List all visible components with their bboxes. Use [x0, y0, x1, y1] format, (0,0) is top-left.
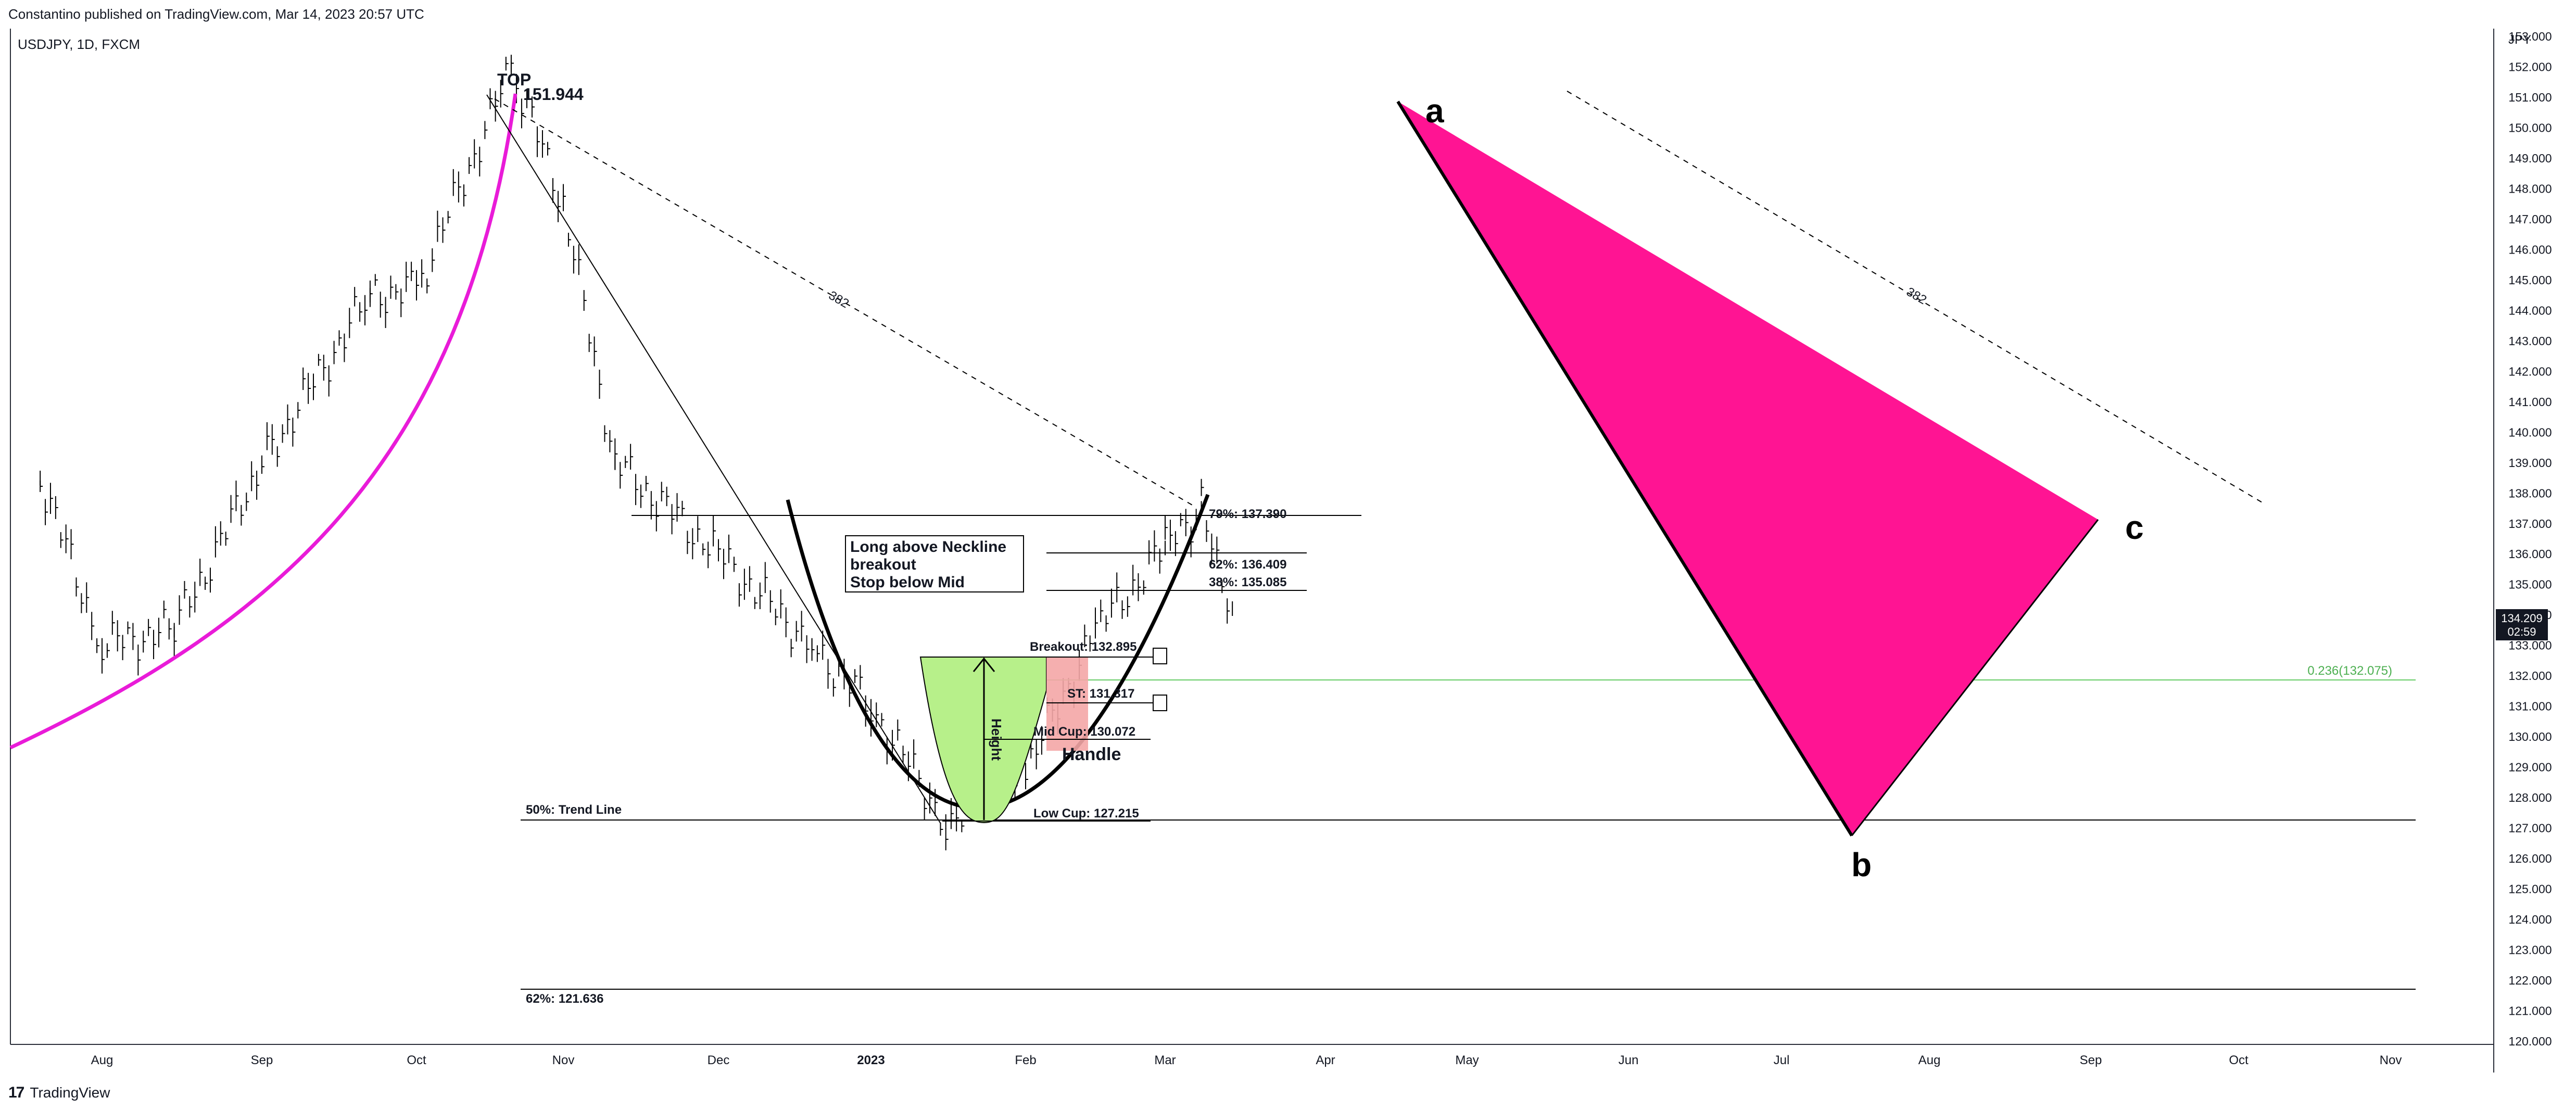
breakout-marker [1153, 648, 1167, 664]
y-tick-label: 133.000 [2508, 639, 2552, 652]
y-tick-label: 147.000 [2508, 212, 2552, 226]
symbol-label: USDJPY, 1D, FXCM [18, 36, 141, 52]
y-tick-label: 150.000 [2508, 121, 2552, 134]
y-tick-label: 140.000 [2508, 425, 2552, 439]
y-tick-label: 131.000 [2508, 700, 2552, 713]
abc-leg-bc [1851, 519, 2099, 836]
stop-marker [1153, 695, 1167, 711]
y-tick-label: 143.000 [2508, 334, 2552, 348]
x-tick-label: Mar [1154, 1053, 1176, 1067]
y-tick-label: 148.000 [2508, 182, 2552, 195]
y-tick-label: 127.000 [2508, 822, 2552, 835]
trade-note-line-3: Stop below Mid [850, 574, 965, 591]
y-tick-label: 129.000 [2508, 761, 2552, 774]
fib-0236-label: 0.236(132.075) [2307, 664, 2392, 678]
y-tick-label: 137.000 [2508, 517, 2552, 531]
x-tick-label: May [1455, 1053, 1479, 1067]
y-tick-label: 145.000 [2508, 273, 2552, 287]
x-tick-label: Sep [2080, 1053, 2102, 1067]
trade-note-line-2: breakout [850, 556, 916, 573]
x-tick-label: Dec [708, 1053, 730, 1067]
y-tick-label: 146.000 [2508, 243, 2552, 256]
y-tick-label: 120.000 [2508, 1035, 2552, 1048]
parabolic-curve [9, 93, 517, 750]
y-tick-label: 125.000 [2508, 882, 2552, 896]
trade-note-box: Long above Neckline breakout Stop below … [845, 535, 1024, 592]
y-tick-label: 151.000 [2508, 91, 2552, 104]
point-a-label: a [1425, 92, 1444, 130]
y-tick-label: 135.000 [2508, 578, 2552, 591]
x-tick-label: Oct [407, 1053, 426, 1067]
y-tick-label: 144.000 [2508, 304, 2552, 317]
trend-line-50-label: 50%: Trend Line [526, 803, 622, 817]
y-axis-unit-label: JPY [2508, 33, 2531, 47]
x-tick-label: Jun [1619, 1053, 1639, 1067]
trade-note-line-1: Long above Neckline [850, 538, 1007, 556]
x-tick-label: 2023 [857, 1053, 885, 1067]
current-price-value: 134.209 [2501, 612, 2543, 625]
y-tick-label: 121.000 [2508, 1004, 2552, 1018]
y-tick-label: 122.000 [2508, 974, 2552, 987]
dashed-382-left-label: 382 [826, 288, 851, 311]
y-tick-label: 153.000 [2508, 30, 2552, 43]
fib-38-label: 38%: 135.085 [1209, 575, 1286, 589]
brand-label: TradingView [30, 1084, 110, 1101]
fib-62-label: 62%: 136.409 [1209, 558, 1286, 572]
current-price-tag [2496, 609, 2548, 640]
breakout-label: Breakout: 132.895 [1030, 640, 1137, 654]
handle-label: Handle [1062, 745, 1121, 764]
y-tick-label: 152.000 [2508, 60, 2552, 73]
tradingview-footer[interactable]: 17 TradingView [8, 1084, 110, 1102]
y-tick-label: 136.000 [2508, 547, 2552, 561]
x-tick-label: Apr [1316, 1053, 1335, 1067]
publish-header: Constantino published on TradingView.com… [8, 6, 424, 22]
x-tick-label: Jul [1774, 1053, 1790, 1067]
x-tick-label: Feb [1015, 1053, 1036, 1067]
tradingview-logo-icon: 17 [8, 1084, 24, 1101]
top-label: TOP [497, 70, 531, 89]
y-tick-label: 138.000 [2508, 486, 2552, 500]
mid-cup-label: Mid Cup: 130.072 [1033, 725, 1135, 739]
fib-79-label: 79%: 137.390 [1209, 507, 1286, 521]
abc-triangle [1398, 102, 2098, 836]
y-tick-label: 132.000 [2508, 669, 2552, 683]
x-tick-label: Nov [552, 1053, 575, 1067]
y-tick-label: 142.000 [2508, 364, 2552, 378]
down-trend-line [486, 94, 941, 824]
y-tick-label: 139.000 [2508, 456, 2552, 470]
x-tick-label: Sep [251, 1053, 273, 1067]
stop-label: ST: 131.317 [1067, 687, 1134, 701]
dashed-382-right-label: 382 [1904, 285, 1929, 307]
abc-leg-ab [1396, 100, 1853, 837]
y-tick-label: 149.000 [2508, 152, 2552, 165]
y-tick-label: 126.000 [2508, 852, 2552, 865]
top-value: 151.944 [523, 85, 584, 104]
height-arrow-head [973, 657, 995, 672]
current-price-countdown: 02:59 [2507, 625, 2536, 638]
y-tick-label: 124.000 [2508, 913, 2552, 926]
low-cup-label: Low Cup: 127.215 [1033, 806, 1139, 821]
point-c-label: c [2125, 509, 2144, 546]
y-tick-label: 130.000 [2508, 730, 2552, 743]
fib-62-low-label: 62%: 121.636 [526, 992, 603, 1006]
handle-fill [1046, 657, 1088, 751]
x-tick-label: Nov [2380, 1053, 2402, 1067]
y-tick-label: 141.000 [2508, 395, 2552, 409]
y-tick-label: 123.000 [2508, 943, 2552, 957]
x-tick-label: Oct [2229, 1053, 2249, 1067]
point-b-label: b [1851, 846, 1872, 884]
x-tick-label: Aug [1918, 1053, 1941, 1067]
x-tick-label: Aug [91, 1053, 113, 1067]
y-tick-label: 128.000 [2508, 791, 2552, 804]
